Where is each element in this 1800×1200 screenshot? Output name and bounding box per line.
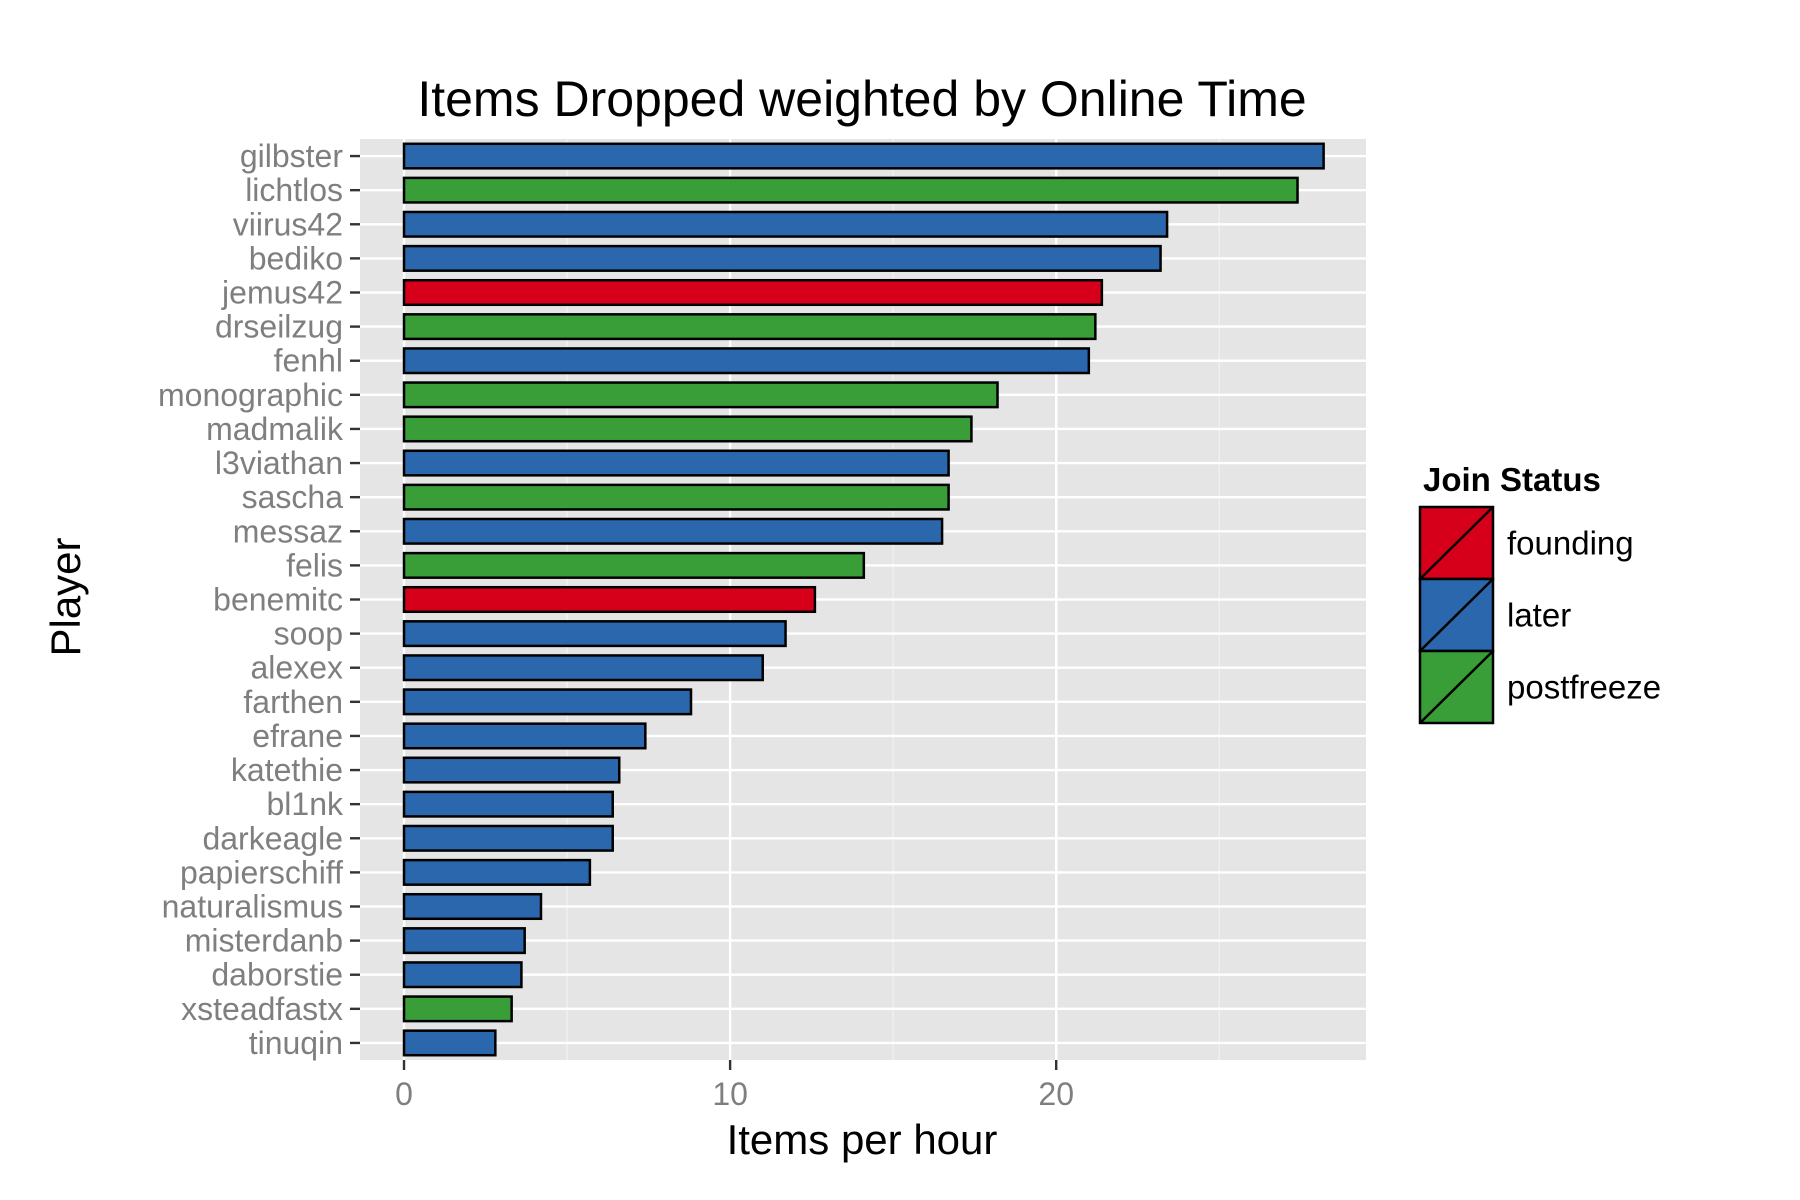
bar-daborstie [402,961,523,989]
y-tick-label: tinuqin [249,1025,343,1061]
y-tick-label: drseilzug [215,309,343,345]
y-tick-label: monographic [158,377,343,413]
bar-drseilzug [402,313,1097,341]
bar-felis [402,551,866,579]
bar-sascha [402,483,950,511]
y-tick-label: benemitc [213,582,343,618]
y-tick-label: messaz [233,513,343,549]
bar-lichtlos [402,176,1299,204]
y-tick-label: madmalik [206,411,344,447]
y-tick-label: viirus42 [233,206,343,242]
bar-xsteadfastx [402,995,513,1023]
bar-messaz [402,517,944,545]
y-tick-label: papierschiff [180,854,343,890]
y-tick-label: xsteadfastx [181,991,343,1027]
y-axis-title: Player [42,537,89,656]
legend-label-postfreeze: postfreeze [1507,669,1661,706]
y-axis: gilbsterlichtlosviirus42bedikojemus42drs… [158,138,360,1061]
y-tick-label: bediko [249,240,343,276]
y-tick-label: daborstie [211,957,343,993]
y-tick-label: fenhl [274,343,343,379]
bar-katethie [402,756,621,784]
bar-soop [402,620,787,648]
bar-naturalismus [402,892,543,921]
bar-darkeagle [402,824,614,852]
x-tick-label: 20 [1038,1076,1074,1112]
bar-l3viathan [402,449,950,477]
y-tick-label: soop [274,616,343,652]
y-tick-label: gilbster [240,138,344,174]
bar-papierschiff [402,858,592,886]
bar-monographic [402,381,999,409]
y-tick-label: felis [286,547,343,583]
bar-bl1nk [402,790,614,818]
bar-farthen [402,688,693,716]
legend-key-diagonal [1419,506,1494,580]
x-tick-label: 10 [712,1076,748,1112]
y-tick-label: efrane [252,718,343,754]
y-tick-label: l3viathan [215,445,343,481]
legend-key-diagonal [1419,578,1494,652]
y-tick-label: sascha [242,479,344,515]
bar-benemitc [402,585,817,614]
legend-key-diagonal [1419,650,1494,724]
bars [402,142,1325,1057]
bar-viirus42 [402,210,1169,238]
y-tick-label: misterdanb [185,923,343,959]
y-tick-label: darkeagle [202,820,343,856]
bar-efrane [402,722,647,750]
bar-alexex [402,654,764,682]
bar-tinuqin [402,1029,497,1057]
y-tick-label: lichtlos [245,172,343,208]
chart-title: Items Dropped weighted by Online Time [417,71,1306,127]
x-axis: 0 10 20 [395,1060,1074,1112]
legend-label-founding: founding [1507,525,1634,562]
bar-madmalik [402,415,973,443]
y-tick-label: naturalismus [162,889,343,925]
x-tick-label: 0 [395,1076,413,1112]
bar-fenhl [402,347,1091,375]
legend-label-later: later [1507,597,1571,634]
bar-jemus42 [402,278,1104,307]
x-axis-title: Items per hour [727,1116,998,1163]
y-tick-label: alexex [251,650,344,686]
bar-bediko [402,244,1162,272]
y-tick-label: jemus42 [221,275,343,311]
y-tick-label: farthen [243,684,343,720]
bar-gilbster [402,142,1325,170]
legend-title: Join Status [1423,461,1601,498]
y-tick-label: bl1nk [267,786,345,822]
legend: Join Status founding later postfreeze [1418,461,1661,725]
bar-misterdanb [402,927,526,955]
y-tick-label: katethie [231,752,343,788]
